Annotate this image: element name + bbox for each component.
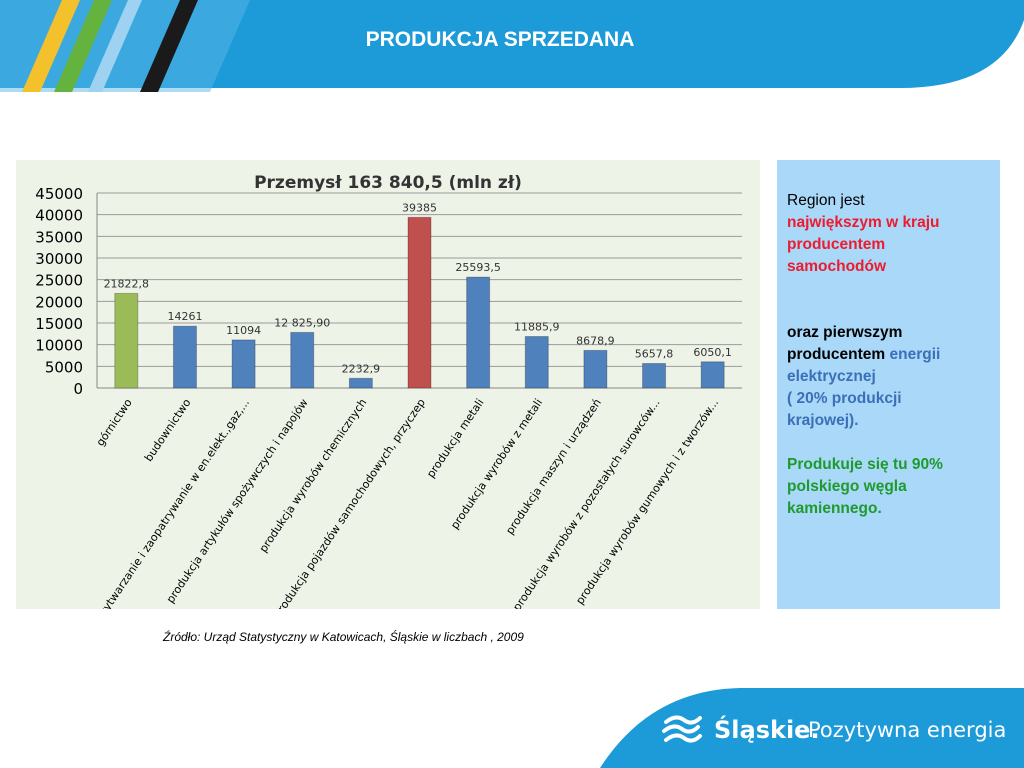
y-tick-label: 30000 (35, 250, 83, 268)
x-tick-label: produkcja maszyn i urządzeń (503, 396, 604, 536)
bar (114, 292, 139, 389)
x-tick-label: budownictwo (142, 396, 194, 464)
header-banner: PRODUKCJA SPRZEDANA (0, 0, 1024, 92)
data-label: 8678,9 (576, 334, 615, 347)
y-tick-label: 0 (73, 380, 83, 398)
data-label: 25593,5 (455, 261, 501, 274)
source-note: Źródło: Urząd Statystyczny w Katowicach,… (163, 630, 524, 644)
bar (524, 335, 549, 389)
info-spacer (787, 432, 990, 454)
brand-logo-icon (662, 715, 702, 743)
brand-slogan: Pozytywna energia (808, 718, 1007, 742)
info-line: producentem (787, 236, 886, 253)
info-line: ( 20% produkcji (787, 390, 902, 407)
y-tick-label: 40000 (35, 207, 83, 225)
x-tick-label: produkcja wyrobów chemicznych (257, 396, 370, 554)
brand-name: Śląskie. (714, 716, 820, 744)
y-tick-label: 5000 (45, 358, 83, 376)
bar (583, 349, 608, 389)
chart-title: Przemysł 163 840,5 (mln zł) (254, 173, 522, 193)
info-line: energii (889, 346, 941, 363)
data-label: 11094 (226, 324, 261, 337)
bar-chart: Przemysł 163 840,5 (mln zł) 0 5000 10000 150… (35, 173, 742, 609)
bar (700, 361, 725, 389)
bar (348, 377, 373, 389)
bar (642, 362, 667, 389)
y-tick-label: 20000 (35, 293, 83, 311)
y-tick-label: 10000 (35, 337, 83, 355)
info-line: producentem (787, 346, 886, 363)
data-label: 21822,8 (104, 277, 150, 290)
x-tick-label: górnictwo (94, 396, 135, 448)
bar (231, 339, 256, 389)
info-line: Region jest (787, 192, 865, 209)
chart-panel: Przemysł 163 840,5 (mln zł) 0 5000 10000 150… (16, 160, 760, 609)
info-line: kamiennego. (787, 500, 882, 517)
footer-banner (0, 680, 1024, 768)
info-line: największym w kraju (787, 214, 940, 231)
data-label: 12 825,90 (274, 316, 330, 329)
bar (466, 276, 491, 389)
header-background (0, 0, 1024, 92)
slide-title: PRODUKCJA SPRZEDANA (365, 28, 635, 51)
y-tick-label: 45000 (35, 185, 83, 203)
data-label: 2232,9 (342, 362, 381, 375)
info-panel: Region jest największym w kraju producen… (777, 160, 1000, 609)
data-label: 6050,1 (693, 346, 732, 359)
bar (290, 331, 315, 389)
info-spacer (787, 278, 990, 322)
y-tick-label: 35000 (35, 228, 83, 246)
bar (172, 325, 197, 389)
data-label: 14261 (167, 310, 202, 323)
data-label: 11885,9 (514, 320, 560, 333)
x-tick-label: produkcja metali (424, 396, 486, 480)
info-line: samochodów (787, 258, 887, 275)
data-label: 39385 (402, 201, 437, 214)
info-line: Produkuje się tu 90% (787, 456, 943, 473)
data-label: 5657,8 (635, 347, 674, 360)
info-line: krajowej). (787, 412, 859, 429)
info-line: oraz pierwszym (787, 324, 903, 341)
bar (407, 216, 432, 389)
info-line: polskiego węgla (787, 478, 907, 495)
info-line: elektrycznej (787, 368, 876, 385)
footer-background (600, 688, 1024, 768)
y-tick-label: 25000 (35, 272, 83, 290)
y-tick-label: 15000 (35, 315, 83, 333)
